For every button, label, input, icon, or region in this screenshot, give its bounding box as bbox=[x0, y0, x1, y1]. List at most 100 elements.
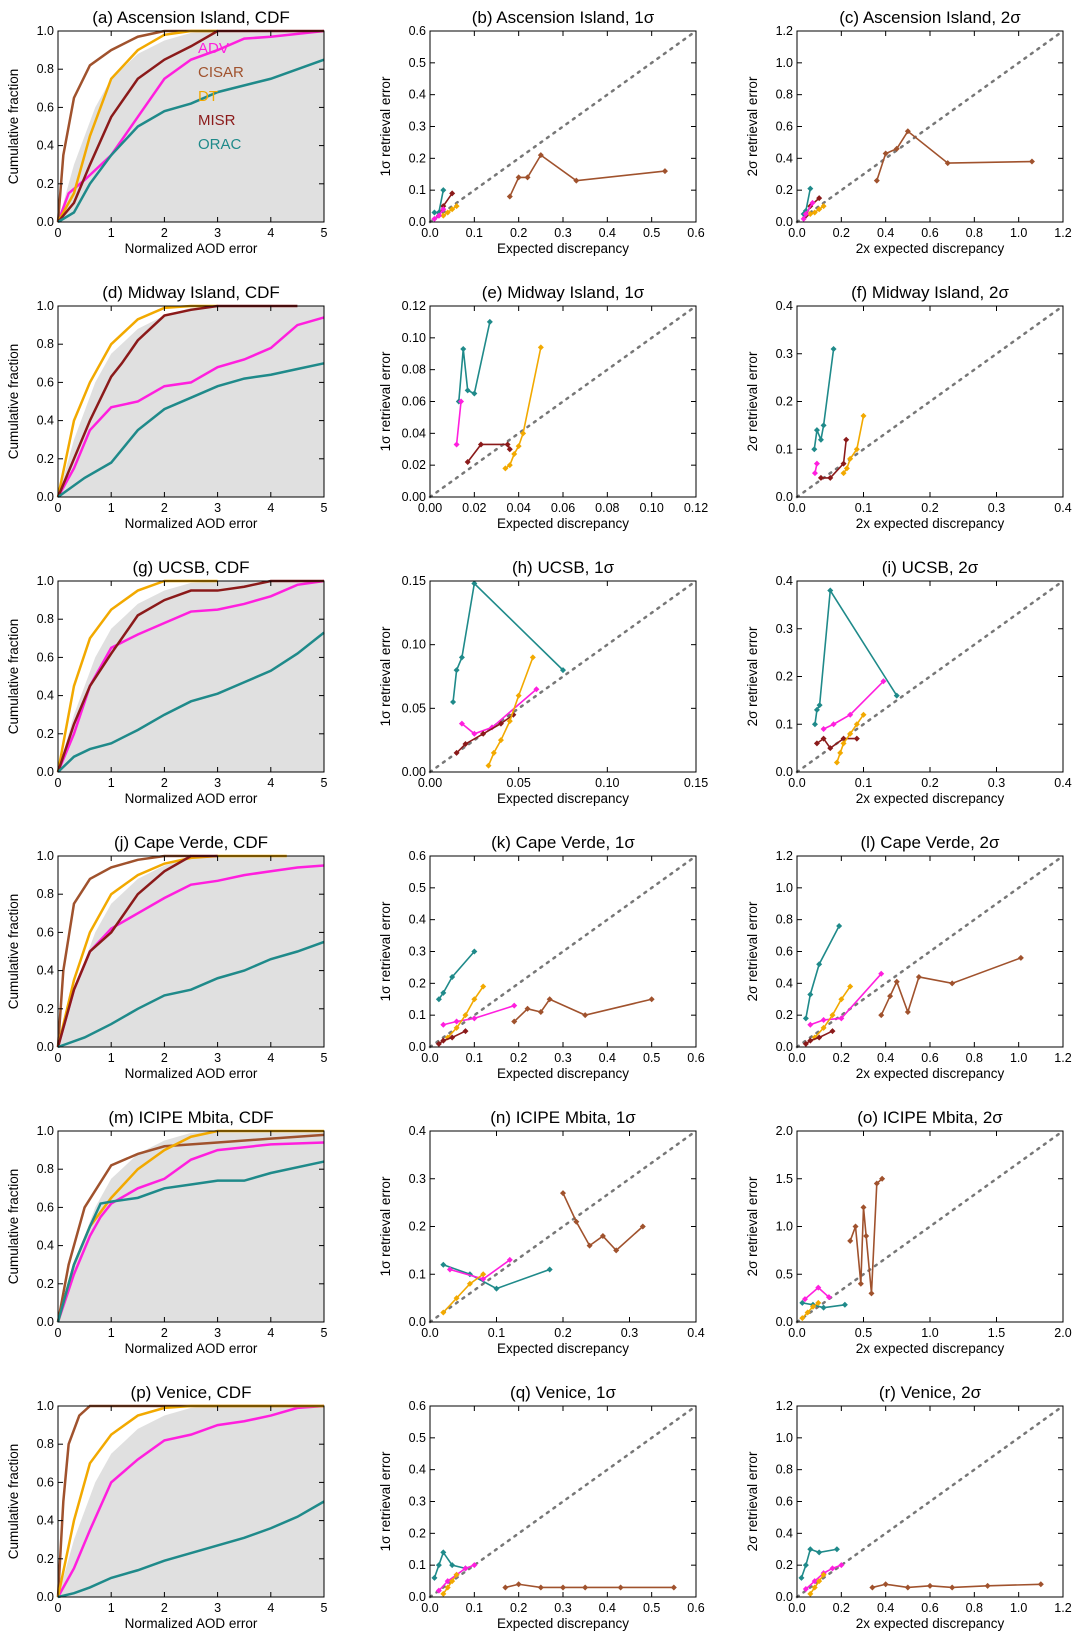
point-dt bbox=[816, 206, 823, 213]
x-tick-label: 0.2 bbox=[510, 1051, 527, 1065]
point-dt bbox=[838, 996, 845, 1003]
y-tick-label: 0.0 bbox=[37, 1315, 54, 1329]
x-tick-label: 1.0 bbox=[1010, 1051, 1027, 1065]
point-dt bbox=[853, 721, 860, 728]
series-cisar bbox=[849, 1178, 883, 1294]
y-tick-label: 0.3 bbox=[409, 945, 426, 959]
point-adv bbox=[435, 212, 442, 219]
y-tick-label: 0.0 bbox=[37, 1040, 54, 1054]
point-misr bbox=[477, 441, 484, 448]
y-tick-label: 0.0 bbox=[776, 215, 793, 229]
point-adv bbox=[800, 215, 807, 222]
point-misr bbox=[440, 1037, 447, 1044]
x-tick-label: 4 bbox=[267, 501, 274, 515]
y-tick-label: 0.5 bbox=[409, 56, 426, 70]
one-to-one-line bbox=[428, 1404, 698, 1599]
y-axis-label: 1σ retrieval error bbox=[378, 1451, 393, 1551]
x-tick-label: 0.4 bbox=[599, 1601, 616, 1615]
point-dt bbox=[829, 1012, 836, 1019]
y-tick-label: 0.8 bbox=[37, 612, 54, 626]
y-tick-label: 0.4 bbox=[409, 913, 426, 927]
y-tick-label: 0.6 bbox=[409, 849, 426, 863]
y-tick-label: 0.2 bbox=[409, 976, 426, 990]
point-adv bbox=[820, 726, 827, 733]
point-cisar bbox=[599, 1233, 606, 1240]
y-axis-label: 1σ retrieval error bbox=[378, 1176, 393, 1276]
series-misr bbox=[820, 439, 848, 479]
y-tick-label: 0.00 bbox=[402, 490, 426, 504]
x-tick-label: 0.12 bbox=[684, 501, 708, 515]
point-dt bbox=[485, 762, 492, 769]
y-tick-label: 0.4 bbox=[776, 574, 793, 588]
point-adv bbox=[471, 1562, 478, 1569]
y-axis-label: Cumulative fraction bbox=[6, 1169, 21, 1285]
point-misr bbox=[827, 745, 834, 752]
point-dt bbox=[515, 443, 522, 450]
point-dt bbox=[815, 1299, 822, 1306]
x-tick-label: 0.3 bbox=[988, 776, 1005, 790]
x-tick-label: 1.0 bbox=[1010, 226, 1027, 240]
point-cisar bbox=[586, 1242, 593, 1249]
series-dt bbox=[810, 205, 825, 215]
y-tick-label: 0.8 bbox=[37, 887, 54, 901]
one-to-one-line bbox=[428, 304, 698, 499]
point-orac bbox=[820, 1304, 827, 1311]
panel-l: (l) Cape Verde, 2σ 0.0 0.2 0.4 0.6 0.8 1.0 1.2 0… bbox=[745, 833, 1072, 1081]
point-misr bbox=[462, 740, 469, 747]
point-cisar bbox=[511, 1018, 518, 1025]
point-misr bbox=[816, 195, 823, 202]
x-tick-label: 0.10 bbox=[595, 776, 619, 790]
y-tick-label: 0.0 bbox=[776, 1040, 793, 1054]
plot-frame bbox=[57, 1405, 325, 1598]
y-tick-label: 0.2 bbox=[37, 1552, 54, 1566]
point-orac bbox=[836, 923, 843, 930]
y-tick-label: 0.2 bbox=[409, 1220, 426, 1234]
x-tick-label: 0.00 bbox=[418, 501, 442, 515]
point-adv bbox=[838, 1015, 845, 1022]
panel-title: (g) UCSB, CDF bbox=[132, 558, 249, 577]
point-dt bbox=[453, 1571, 460, 1578]
series-cisar bbox=[880, 957, 1022, 1016]
point-misr bbox=[435, 1040, 442, 1047]
point-orac bbox=[435, 1562, 442, 1569]
series-misr bbox=[57, 29, 324, 223]
y-tick-label: 0.6 bbox=[37, 1200, 54, 1214]
y-tick-label: 0.2 bbox=[776, 1008, 793, 1022]
x-tick-label: 1 bbox=[108, 776, 115, 790]
panel-title: (j) Cape Verde, CDF bbox=[114, 833, 268, 852]
point-cisar bbox=[524, 174, 531, 181]
x-tick-label: 1 bbox=[108, 226, 115, 240]
x-tick-label: 0.1 bbox=[466, 226, 483, 240]
point-orac bbox=[811, 446, 818, 453]
point-dt bbox=[453, 203, 460, 210]
point-dt bbox=[833, 759, 840, 766]
y-tick-label: 0.2 bbox=[409, 1526, 426, 1540]
y-tick-label: 0.2 bbox=[37, 1002, 54, 1016]
point-cisar bbox=[847, 1237, 854, 1244]
x-axis-label: Normalized AOD error bbox=[125, 791, 258, 806]
point-dt bbox=[440, 1590, 447, 1597]
series-cisar bbox=[505, 1583, 674, 1589]
point-cisar bbox=[904, 1584, 911, 1591]
x-tick-label: 0.4 bbox=[877, 1051, 894, 1065]
y-axis-label: 1σ retrieval error bbox=[378, 626, 393, 726]
reference-shade bbox=[58, 856, 324, 1047]
x-tick-label: 0.2 bbox=[510, 226, 527, 240]
y-axis-label: Cumulative fraction bbox=[6, 1444, 21, 1560]
point-adv bbox=[440, 1021, 447, 1028]
point-misr bbox=[829, 1028, 836, 1035]
point-dt bbox=[811, 209, 818, 216]
point-dt bbox=[511, 451, 518, 458]
point-orac bbox=[807, 185, 814, 192]
legend-orac: ORAC bbox=[198, 136, 242, 153]
panel-r: (r) Venice, 2σ 0.0 0.2 0.4 0.6 0.8 1.0 1.2 0.0 0.… bbox=[745, 1383, 1072, 1631]
reference-shade bbox=[58, 1131, 324, 1322]
x-tick-label: 1 bbox=[108, 1051, 115, 1065]
y-axis-label: Cumulative fraction bbox=[6, 619, 21, 735]
series-orac bbox=[438, 950, 475, 1000]
point-dt bbox=[820, 1024, 827, 1031]
x-tick-label: 0.6 bbox=[921, 226, 938, 240]
point-cisar bbox=[984, 1582, 991, 1589]
point-adv bbox=[506, 1256, 513, 1263]
x-axis-label: Normalized AOD error bbox=[125, 241, 258, 256]
